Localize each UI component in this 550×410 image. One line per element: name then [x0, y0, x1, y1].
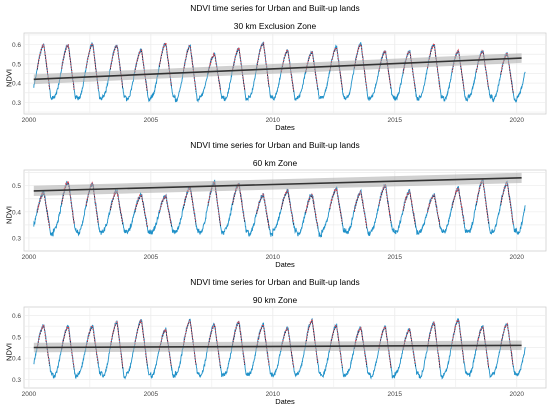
y-tick-label: 0.4 [12, 81, 21, 88]
x-axis-label: Dates [275, 123, 295, 132]
trend-line [33, 344, 522, 349]
y-tick-label: 0.6 [12, 313, 21, 320]
x-tick-label: 2020 [509, 391, 524, 398]
x-tick-label: 2010 [266, 391, 281, 398]
x-tick-label: 2020 [509, 117, 524, 124]
x-tick-label: 2005 [144, 254, 159, 261]
series-observed [33, 317, 526, 380]
series-observed [33, 41, 526, 103]
x-axis-label: Dates [275, 397, 295, 406]
x-tick-label: 2010 [266, 117, 281, 124]
chart-subtitle: 30 km Exclusion Zone [233, 21, 317, 31]
x-tick-label: 2000 [22, 391, 37, 398]
y-tick-label: 0.4 [12, 209, 21, 216]
chart-plot-30km: 0.3 0.4 0.5 0.6 2000 2005 2010 2015 2020 [12, 32, 547, 124]
y-tick-label: 0.5 [12, 334, 21, 341]
series-fitted [36, 41, 514, 93]
chart-title: NDVI time series for Urban and Built-up … [190, 3, 360, 13]
trend-line [33, 177, 522, 192]
trend-line [33, 57, 522, 81]
x-tick-label: 2020 [509, 254, 524, 261]
chart-title: NDVI time series for Urban and Built-up … [190, 140, 360, 150]
x-tick-label: 2000 [22, 117, 37, 124]
y-tick-label: 0.4 [12, 356, 21, 363]
y-tick-label: 0.3 [12, 377, 21, 384]
x-tick-label: 2010 [266, 254, 281, 261]
y-tick-label: 0.6 [12, 42, 21, 49]
x-tick-label: 2015 [388, 391, 403, 398]
chart-subtitle: 90 km Zone [252, 295, 298, 305]
x-tick-label: 2015 [388, 117, 403, 124]
x-axis-label: Dates [275, 260, 295, 269]
panel-60km: NDVI time series for Urban and Built-up … [0, 137, 550, 273]
x-tick-label: 2015 [388, 254, 403, 261]
panel-30km: NDVI time series for Urban and Built-up … [0, 0, 550, 136]
chart-title: NDVI time series for Urban and Built-up … [190, 277, 360, 287]
y-tick-label: 0.3 [12, 235, 21, 242]
y-tick-label: 0.5 [12, 61, 21, 68]
y-tick-label: 0.3 [12, 100, 21, 107]
chart-plot-60km: 0.3 0.4 0.5 2000 2005 2010 2015 2020 [12, 169, 547, 261]
x-tick-label: 2005 [144, 117, 159, 124]
chart-subtitle: 60 km Zone [252, 158, 298, 168]
chart-plot-90km: 0.3 0.4 0.5 0.6 2000 2005 2010 2015 2020 [12, 306, 547, 398]
x-tick-label: 2000 [22, 254, 37, 261]
panel-90km: NDVI time series for Urban and Built-up … [0, 274, 550, 410]
y-tick-label: 0.5 [12, 183, 21, 190]
x-tick-label: 2005 [144, 391, 159, 398]
series-fitted [36, 318, 514, 369]
